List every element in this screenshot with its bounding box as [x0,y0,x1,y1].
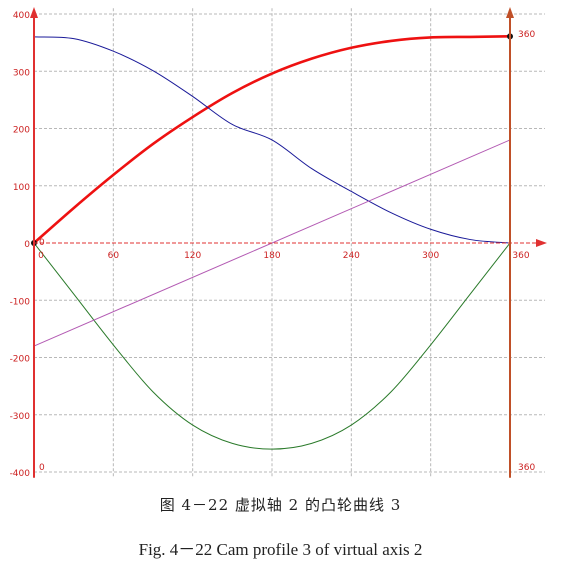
y-tick-label: 200 [13,126,30,136]
y-tick-label: 100 [13,183,30,193]
series-velocity-line [33,36,511,244]
x-tick-label: 300 [422,251,439,261]
tick-labels: 0 60 120 180 240 300 360 400 300 200 100 0 -100 -200 -… [10,11,536,479]
x-tick-label: 240 [343,251,360,261]
right-axis-label-bottom: 360 [518,463,535,473]
y-tick-label: 0 [24,240,30,250]
y-tick-label: -200 [10,355,31,365]
x-tick-label: 0 [38,251,44,261]
x-tick-label: 180 [263,251,280,261]
x-tick-label: 60 [108,251,120,261]
y-tick-label: 300 [13,68,30,78]
left-axis-label-top: 0 [39,238,45,248]
y-tick-label: -100 [10,297,31,307]
y-tick-label: -300 [10,412,31,422]
grid [34,8,545,478]
right-axis-label-top: 360 [518,30,535,40]
y-axis-arrow [30,7,38,18]
figure-caption-english: Fig. 4－22 Cam profile 3 of virtual axis … [138,540,423,559]
x-tick-label: 120 [184,251,201,261]
left-axis-label-bottom: 0 [39,463,45,473]
x-tick-label: 360 [512,251,529,261]
cam-profile-chart: 0 60 120 180 240 300 360 400 300 200 100 0 -100 -200 -… [10,7,547,479]
figure-caption-chinese: 图 4－22 虚拟轴 2 的凸轮曲线 3 [159,496,402,514]
series-acceleration-line [33,242,511,450]
axes [30,7,547,478]
x-axis-arrow [536,239,547,247]
series-position-line [33,35,511,244]
y-tick-label: 400 [13,11,30,21]
right-axis-arrow [506,7,514,18]
y-tick-label: -400 [10,469,31,479]
